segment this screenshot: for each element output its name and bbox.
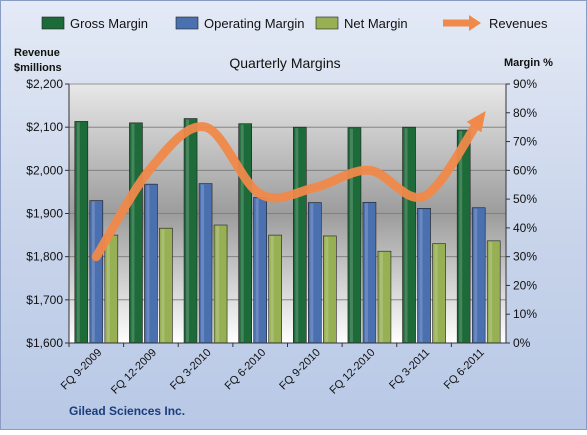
bar-highlight [489,241,493,342]
bar-operating-margin [144,183,158,344]
bar-gross-margin [183,118,198,344]
legend-swatch [41,16,65,30]
bar-highlight [201,184,205,342]
left-tick-label: $2,200 [26,77,63,91]
bar-net-margin [268,234,282,344]
right-axis-label: Margin % [504,57,553,69]
revenue-point [205,126,207,128]
right-tick-label: 20% [513,278,537,292]
bar-net-margin [104,234,119,344]
revenue-point [423,195,425,197]
bar-highlight [106,236,110,342]
revenue-point [259,193,261,195]
bar-highlight [146,185,150,342]
bar-net-margin [432,243,446,344]
bar-highlight [419,209,423,342]
left-tick-label: $1,900 [26,207,63,221]
bar-highlight [364,203,368,342]
bar-highlight [161,229,165,342]
bar-highlight [76,122,80,343]
bar-operating-margin [198,183,213,344]
legend-arrow-icon [469,15,481,31]
bar-highlight [474,208,478,342]
bar-net-margin [159,227,173,344]
bar-net-margin [323,235,337,344]
bar-highlight [240,124,244,342]
bar-highlight [310,203,314,342]
bar-highlight [434,244,438,342]
right-tick-label: 70% [513,135,537,149]
bar-highlight [459,131,463,342]
left-tick-label: $1,800 [26,250,63,264]
bar-gross-margin [347,127,362,344]
bar-highlight [325,236,329,342]
bar-highlight [295,128,299,342]
bar-highlight [404,128,408,342]
right-tick-label: 60% [513,163,537,177]
legend: Gross Margin Operating Margin Net Margin Re… [41,15,548,31]
left-tick-label: $2,100 [26,120,63,134]
revenue-line [91,110,486,262]
bar-gross-margin [456,129,471,344]
bar-operating-margin [89,200,104,344]
bar-highlight [216,226,220,342]
left-axis-label-line2: $millions [14,62,62,74]
right-tick-label: 90% [513,77,537,91]
bar-net-margin [213,224,228,344]
revenue-point [314,187,316,189]
bar-highlight [379,252,383,342]
bar-gross-margin [238,123,252,344]
bar-net-margin [486,240,501,344]
revenue-point [95,256,97,258]
left-tick-label: $1,600 [26,336,63,350]
revenue-point [478,120,480,122]
bar-highlight [131,123,135,342]
bar-highlight [186,119,190,343]
right-tick-label: 80% [513,106,537,120]
legend-swatch [315,16,339,30]
left-tick-label: $2,000 [26,163,63,177]
bar-gross-margin [293,126,307,344]
right-tick-label: 10% [513,307,537,321]
source-label: Gilead Sciences Inc. [69,404,185,418]
bar-highlight [270,236,274,342]
bar-operating-margin [253,197,267,344]
right-tick-label: 30% [513,250,537,264]
bar-operating-margin [362,201,377,344]
legend-label: Gross Margin [70,16,148,31]
bar-highlight [349,128,353,342]
bar-gross-margin [74,121,89,344]
revenue-line-path [91,116,484,262]
right-tick-label: 40% [513,221,537,235]
revenue-point [368,169,370,171]
bar-highlight [91,201,95,342]
legend-label: Net Margin [344,16,408,31]
bar-operating-margin [417,208,431,344]
right-tick-label: 0% [513,336,531,350]
bar-series [74,118,501,344]
right-tick-label: 50% [513,192,537,206]
legend-label: Revenues [489,16,548,31]
bar-net-margin [377,250,392,344]
chart-title: Quarterly Margins [229,55,340,71]
bar-highlight [255,198,259,342]
bar-operating-margin [308,202,322,344]
revenue-point [150,167,152,169]
legend-swatch [175,16,199,30]
left-tick-label: $1,700 [26,293,63,307]
bar-gross-margin [129,122,143,344]
revenue-arrow-head [466,110,486,133]
legend-label: Operating Margin [204,16,304,31]
left-axis-label-line1: Revenue [14,47,60,59]
bar-gross-margin [402,126,416,344]
bar-operating-margin [471,207,486,344]
